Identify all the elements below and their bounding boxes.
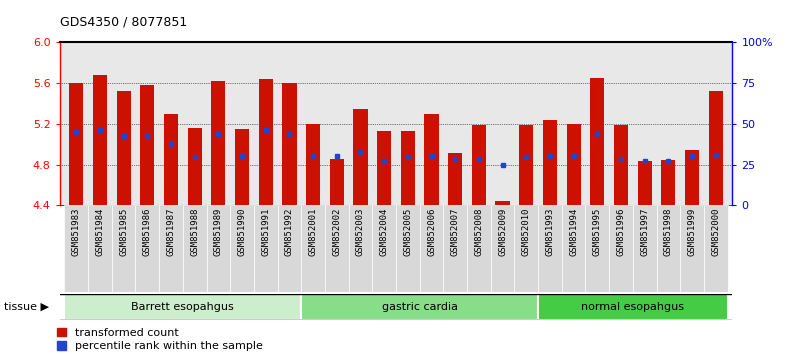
Bar <box>419 205 443 292</box>
Text: GSM851984: GSM851984 <box>96 208 104 256</box>
Text: GSM852009: GSM852009 <box>498 208 507 256</box>
Text: GSM851997: GSM851997 <box>640 208 650 256</box>
Bar <box>140 85 154 205</box>
Bar <box>373 205 396 292</box>
Text: GSM851983: GSM851983 <box>72 208 80 256</box>
Text: GSM851988: GSM851988 <box>190 208 199 256</box>
Bar <box>519 125 533 205</box>
Text: GSM852006: GSM852006 <box>427 208 436 256</box>
Text: GSM851986: GSM851986 <box>142 208 152 256</box>
Bar <box>400 131 415 205</box>
Text: GSM851989: GSM851989 <box>214 208 223 256</box>
Text: GSM852008: GSM852008 <box>474 208 483 256</box>
Text: GSM851987: GSM851987 <box>166 208 175 256</box>
Bar <box>183 205 206 292</box>
Bar <box>538 205 562 292</box>
Bar <box>259 79 273 205</box>
Text: GSM851996: GSM851996 <box>617 208 626 256</box>
Text: gastric cardia: gastric cardia <box>382 302 458 312</box>
Text: GSM852004: GSM852004 <box>380 208 388 256</box>
Bar <box>88 205 111 292</box>
Bar <box>206 205 230 292</box>
Bar <box>188 128 202 205</box>
Text: GSM852001: GSM852001 <box>309 208 318 256</box>
Bar <box>448 153 462 205</box>
Legend: transformed count, percentile rank within the sample: transformed count, percentile rank withi… <box>57 328 263 351</box>
Bar <box>661 160 676 205</box>
Text: GSM852010: GSM852010 <box>521 208 531 256</box>
Bar <box>657 205 681 292</box>
Text: GSM852007: GSM852007 <box>451 208 460 256</box>
Bar <box>609 205 633 292</box>
Text: GSM851985: GSM851985 <box>119 208 128 256</box>
Text: normal esopahgus: normal esopahgus <box>581 302 685 312</box>
Text: GSM851994: GSM851994 <box>569 208 578 256</box>
Bar <box>278 205 301 292</box>
Bar <box>495 201 509 205</box>
Bar <box>562 205 586 292</box>
Bar <box>235 129 249 205</box>
Bar <box>254 205 278 292</box>
Bar <box>283 83 297 205</box>
Text: GSM852000: GSM852000 <box>712 208 720 256</box>
Bar <box>614 125 628 205</box>
Bar <box>135 205 159 292</box>
Text: GSM851998: GSM851998 <box>664 208 673 256</box>
Text: tissue ▶: tissue ▶ <box>4 302 49 312</box>
Bar <box>349 205 373 292</box>
Bar <box>424 114 439 205</box>
Bar <box>443 205 467 292</box>
Bar <box>514 205 538 292</box>
Bar <box>538 294 728 320</box>
Bar <box>681 205 704 292</box>
Text: GSM852002: GSM852002 <box>332 208 341 256</box>
Bar <box>353 109 368 205</box>
Bar <box>116 91 131 205</box>
Bar <box>396 205 419 292</box>
Bar <box>211 81 225 205</box>
Bar <box>230 205 254 292</box>
Text: GSM852005: GSM852005 <box>404 208 412 256</box>
Bar <box>330 159 344 205</box>
Text: GSM851993: GSM851993 <box>545 208 555 256</box>
Bar <box>586 205 609 292</box>
Bar <box>69 83 84 205</box>
Bar <box>638 161 652 205</box>
Bar <box>301 294 538 320</box>
Bar <box>633 205 657 292</box>
Bar <box>377 131 392 205</box>
Bar <box>111 205 135 292</box>
Bar <box>93 75 107 205</box>
Bar <box>64 294 301 320</box>
Bar <box>159 205 183 292</box>
Bar <box>543 120 557 205</box>
Bar <box>590 78 604 205</box>
Text: GSM851999: GSM851999 <box>688 208 696 256</box>
Text: GSM851990: GSM851990 <box>237 208 247 256</box>
Text: GDS4350 / 8077851: GDS4350 / 8077851 <box>60 15 187 28</box>
Bar <box>567 124 581 205</box>
Text: GSM851991: GSM851991 <box>261 208 271 256</box>
Text: GSM851995: GSM851995 <box>593 208 602 256</box>
Bar <box>472 125 486 205</box>
Bar <box>491 205 514 292</box>
Bar <box>704 205 728 292</box>
Text: GSM852003: GSM852003 <box>356 208 365 256</box>
Bar <box>306 124 320 205</box>
Bar <box>467 205 491 292</box>
Bar <box>685 150 699 205</box>
Text: Barrett esopahgus: Barrett esopahgus <box>131 302 234 312</box>
Bar <box>164 114 178 205</box>
Text: GSM851992: GSM851992 <box>285 208 294 256</box>
Bar <box>708 91 723 205</box>
Bar <box>325 205 349 292</box>
Bar <box>301 205 325 292</box>
Bar <box>64 205 88 292</box>
